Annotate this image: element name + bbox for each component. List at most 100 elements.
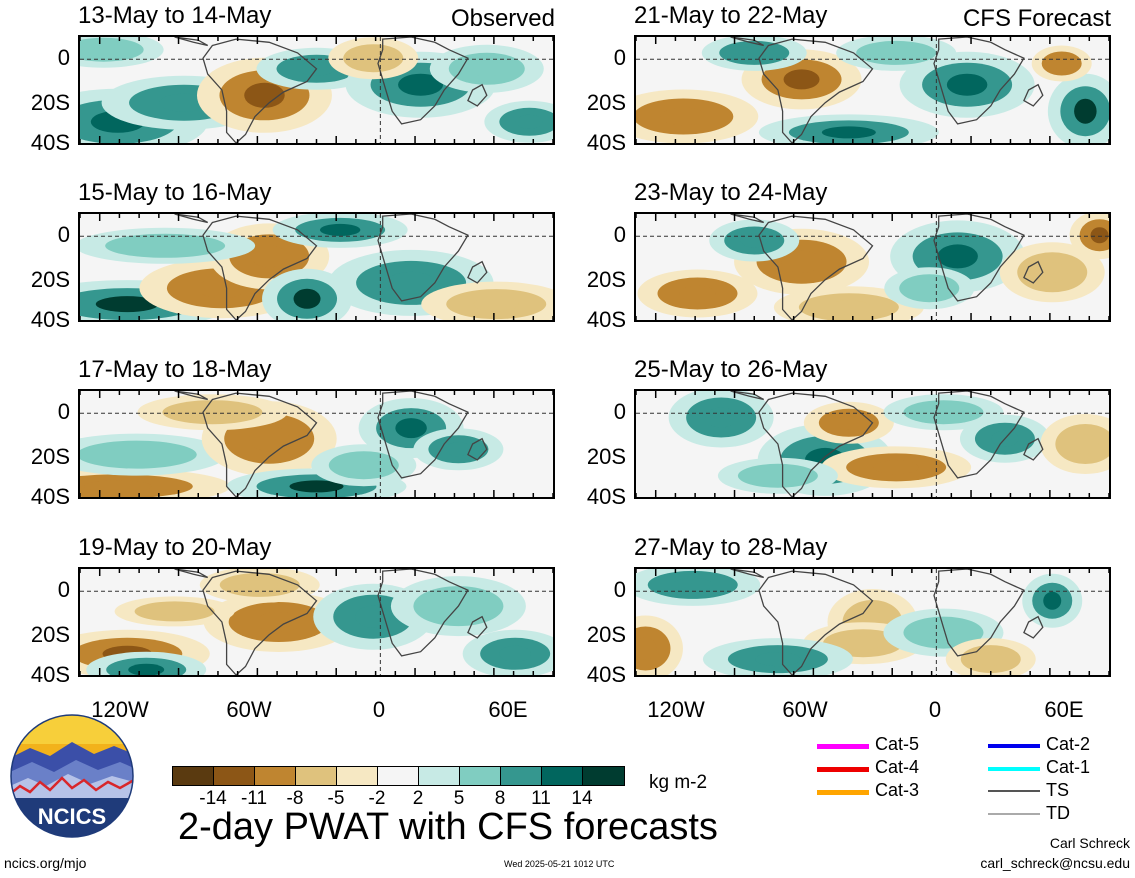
pwat-map [78, 567, 555, 677]
coastline [933, 214, 1025, 302]
anomaly-contour [515, 114, 543, 129]
anomaly-contour [835, 415, 863, 430]
lat-label: 0 [613, 577, 626, 603]
colorbar-tick-label: 8 [494, 788, 506, 809]
anomaly-contour [705, 407, 737, 428]
colorbar [172, 766, 625, 786]
lat-label: 0 [57, 222, 70, 248]
colorbar-swatch [255, 767, 296, 785]
colorbar-tick-label: 5 [453, 788, 465, 809]
panel-title: 15-May to 16-May [78, 179, 272, 206]
anomaly-contour [189, 406, 235, 419]
anomaly-contour [444, 442, 472, 457]
coastline [933, 569, 1025, 657]
anomaly-contour [873, 460, 919, 475]
coastline [202, 570, 318, 675]
anomaly-contour [878, 46, 915, 59]
legend-label: Cat-3 [875, 780, 920, 800]
ncics-logo: NCICS [10, 714, 134, 838]
coastline [377, 37, 469, 125]
colorbar-swatch [419, 767, 460, 785]
main-title: 2-day PWAT with CFS forecasts [178, 806, 718, 848]
coastline [1023, 437, 1044, 461]
colorbar-tick-label: -11 [240, 788, 268, 809]
coastline [174, 391, 209, 401]
anomaly-contour [256, 612, 302, 632]
panel-title: 17-May to 18-May [78, 356, 272, 383]
coastline [758, 570, 874, 675]
anomaly-field [80, 37, 553, 143]
lat-label: 40S [586, 306, 626, 332]
colorbar-tick-label: 11 [531, 788, 551, 809]
anomaly-contour [159, 93, 209, 112]
lat-label: 20S [30, 267, 70, 293]
anomaly-field [80, 214, 553, 320]
anomaly-field [636, 37, 1109, 143]
anomaly-contour [740, 233, 768, 248]
anomaly-contour [1071, 434, 1099, 454]
lat-label: 40S [30, 306, 70, 332]
coastline [467, 437, 488, 461]
panel-title: 25-May to 26-May [634, 356, 828, 383]
anomaly-contour [386, 271, 436, 294]
lon-label: 0 [372, 697, 386, 722]
legend-label: TD [1046, 803, 1070, 823]
anomaly-contour [826, 300, 872, 315]
colorbar-swatch [542, 767, 583, 785]
coastline [174, 37, 209, 47]
lon-label: 0 [928, 697, 942, 722]
lat-label: 40S [586, 129, 626, 155]
coastline [202, 38, 318, 143]
anomaly-contour [925, 624, 962, 641]
anomaly-contour [759, 469, 796, 482]
pwat-map [634, 567, 1111, 677]
anomaly-contour [1074, 98, 1097, 124]
coastline [467, 83, 488, 107]
anomaly-contour [473, 296, 519, 312]
coastline [1023, 260, 1044, 284]
lon-label: 60E [488, 697, 528, 722]
lat-label: 40S [30, 129, 70, 155]
anomaly-field [636, 569, 1109, 675]
legend-label: TS [1046, 780, 1070, 800]
lat-label: 0 [613, 222, 626, 248]
logo-text: NCICS [38, 804, 106, 829]
colorbar-swatch [583, 767, 624, 785]
anomaly-contour [977, 652, 1005, 667]
panel-tag: CFS Forecast [962, 5, 1111, 32]
coastline [730, 569, 765, 579]
anomaly-contour [293, 288, 321, 309]
pwat-map [78, 212, 555, 322]
anomaly-contour [395, 418, 427, 439]
coastline [377, 214, 469, 302]
anomaly-contour [85, 43, 122, 56]
lat-label: 0 [613, 45, 626, 71]
anomaly-contour [84, 480, 152, 493]
anomaly-contour [783, 69, 820, 90]
legend-label: Cat-4 [875, 757, 920, 777]
anomaly-contour [845, 636, 882, 651]
panel-title: 13-May to 14-May [78, 2, 272, 29]
colorbar-tick-label: -8 [286, 788, 304, 809]
anomaly-contour [251, 245, 288, 268]
lat-label: 20S [30, 444, 70, 470]
anomaly-contour [244, 82, 285, 108]
coastline [377, 569, 469, 657]
anomaly-contour [109, 447, 164, 462]
lat-label: 40S [30, 661, 70, 687]
anomaly-contour [672, 577, 714, 592]
anomaly-field [80, 391, 553, 497]
coastline [730, 391, 765, 401]
lat-label: 0 [613, 399, 626, 425]
pwat-map [634, 389, 1111, 499]
anomaly-contour [946, 73, 988, 96]
anomaly-contour [156, 606, 193, 617]
legend-line [988, 790, 1040, 792]
coastline [202, 215, 318, 320]
legend-label: Cat-1 [1046, 757, 1091, 777]
coastline [730, 214, 765, 224]
anomaly-contour [95, 296, 159, 313]
lon-label: 60W [782, 697, 828, 722]
lon-label: 60W [226, 697, 272, 722]
colorbar-tick-label: 14 [571, 788, 593, 809]
